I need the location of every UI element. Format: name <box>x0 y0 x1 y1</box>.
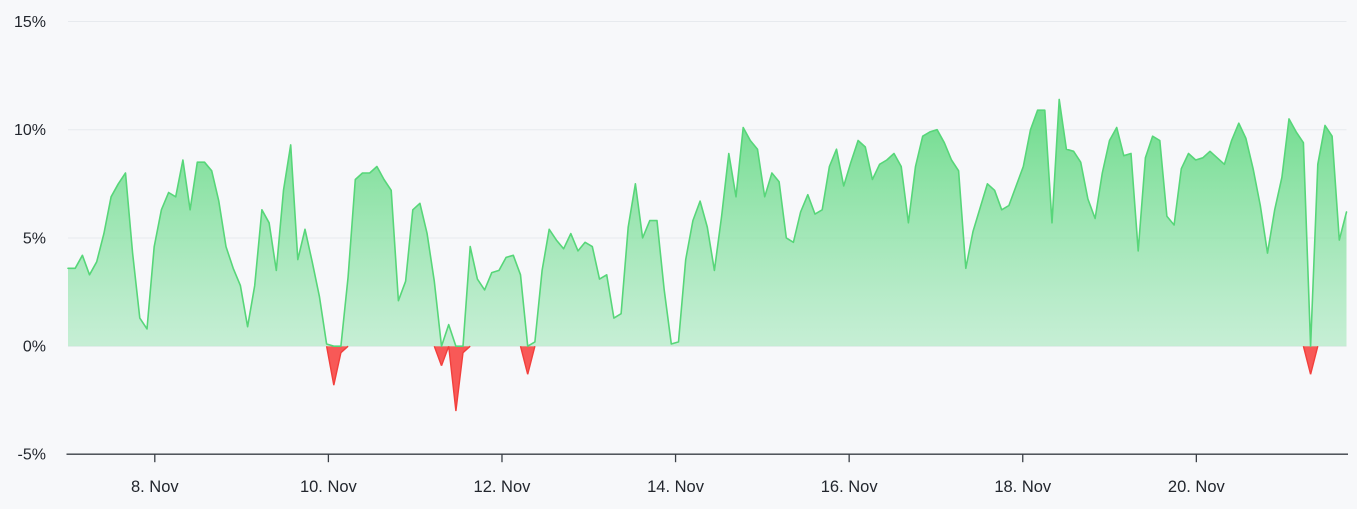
series-line-positive <box>67 98 1348 347</box>
series-line-negative <box>325 345 1319 412</box>
area-series-positive <box>68 99 1347 347</box>
plot-area[interactable] <box>68 10 1347 454</box>
y-axis-label: 5% <box>23 230 46 247</box>
x-axis-label: 16. Nov <box>821 478 879 496</box>
y-axis-label: 10% <box>14 122 46 139</box>
x-axis-label: 10. Nov <box>300 478 358 496</box>
y-axis-label: 0% <box>23 339 46 356</box>
x-axis-label: 12. Nov <box>474 478 532 496</box>
x-axis-label: 14. Nov <box>647 478 705 496</box>
x-axis-label: 20. Nov <box>1168 478 1226 496</box>
x-axis-label: 18. Nov <box>994 478 1052 496</box>
y-axis-label: 15% <box>14 14 46 31</box>
x-axis-label: 8. Nov <box>131 478 179 496</box>
y-axis-label: -5% <box>18 447 46 464</box>
